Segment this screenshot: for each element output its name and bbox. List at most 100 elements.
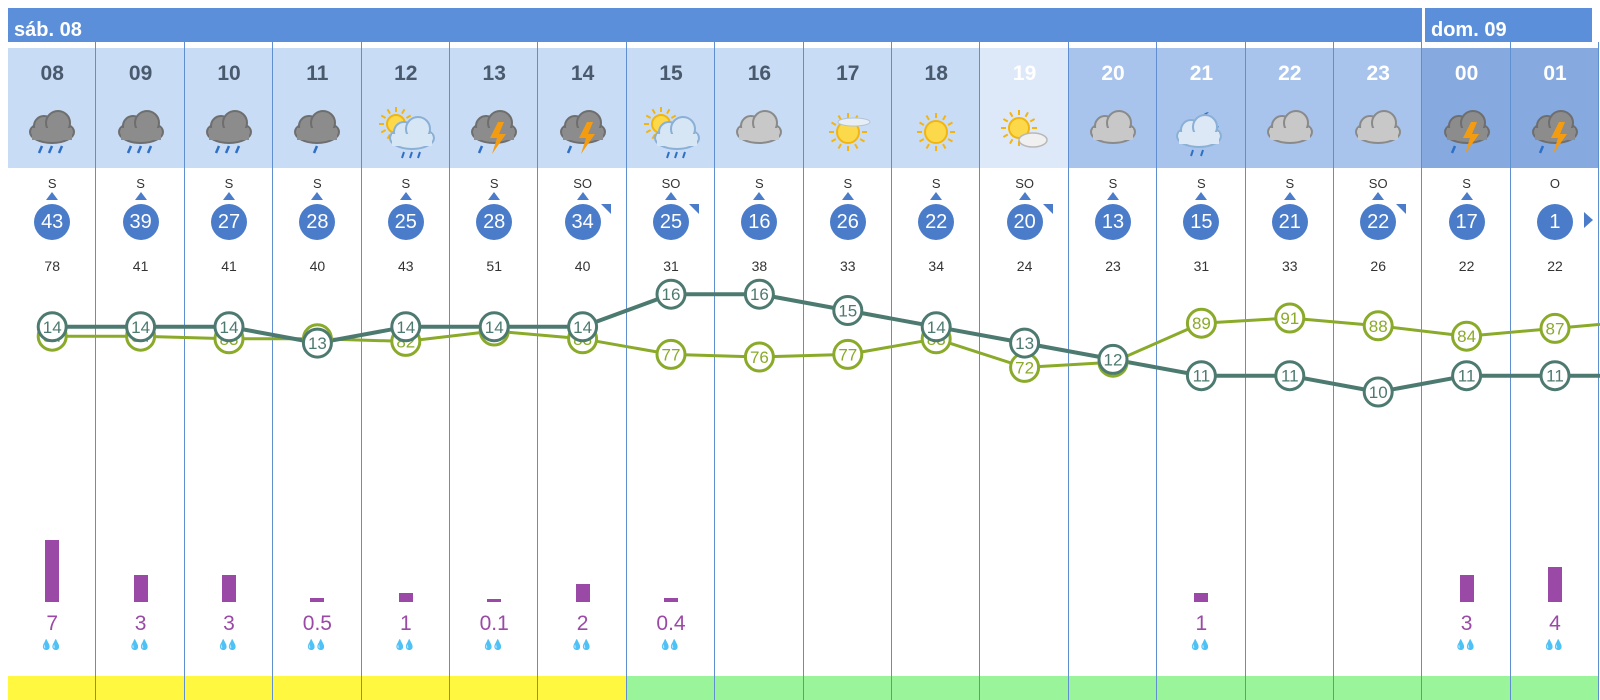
humidity-point-value: 89 [1192,314,1211,333]
hour-label: 12 [394,62,418,85]
column-divider [714,42,716,700]
column-divider [1509,42,1511,700]
hour-label: 22 [1278,62,1302,85]
temperature-line [52,292,1600,394]
hour-header: 11 [273,48,362,168]
wind-direction: S [136,176,145,191]
wind-gust: 40 [309,258,326,274]
hour-column-19[interactable]: 19 SO 20 24 [980,42,1069,700]
hour-column-09[interactable]: 09 S 39 41 3 💧💧 [96,42,185,700]
wind-speed-badge: 26 [829,204,866,240]
precipitation-value: 7 [46,612,59,635]
hour-label: 08 [40,62,64,85]
rain-drops-icon: 💧💧 [216,640,239,651]
wind-direction: S [1462,176,1471,191]
warning-level-band [626,676,716,700]
humidity-point-value: 87 [1546,319,1565,338]
hour-header: 12 [361,48,450,168]
hour-column-11[interactable]: 11 S 28 40 0.5 💧💧 [273,42,362,700]
humidity-point-value: 77 [662,345,681,364]
temperature-point: 12 [1097,343,1129,375]
temperature-point-value: 14 [131,318,150,337]
rain-drops-icon: 💧💧 [305,640,327,651]
wind-direction: S [1108,176,1118,191]
hour-header: 20 [1068,48,1158,168]
temperature-point: 13 [1009,327,1041,359]
hour-header: 21 [1157,48,1246,168]
temperature-point-value: 14 [43,318,62,337]
temperature-point-value: 16 [662,285,681,304]
hour-label: 01 [1543,62,1567,85]
sun-icon [904,104,968,160]
wind-direction: O [1549,176,1561,191]
wind-speed-badge: 34 [564,204,601,240]
warning-level-band [96,676,185,700]
hour-label: 00 [1454,62,1479,85]
wind-direction: S [1197,176,1206,191]
hour-column-13[interactable]: 13 S 28 51 0.1 💧💧 [450,42,539,700]
hour-column-12[interactable]: 12 S 25 43 1 💧💧 [361,42,450,700]
humidity-point: 77 [832,338,864,370]
wind-arrow-icon [753,192,766,200]
column-divider [1244,42,1246,700]
temperature-point: 10 [1362,376,1394,408]
temperature-point: 14 [390,311,422,343]
precipitation-value: 3 [134,612,147,635]
wind-speed-badge: 16 [741,204,778,240]
sun-cloud-rain-icon [374,104,438,160]
precipitation-value: 3 [1460,612,1473,635]
hour-column-23[interactable]: 23 SO 22 26 [1334,42,1423,700]
hour-column-17[interactable]: 17 S 26 33 [803,42,892,700]
wind-arrow-icon [134,192,147,200]
temperature-point: 11 [1539,360,1571,392]
hour-column-14[interactable]: 14 SO 34 40 2 💧💧 [538,42,627,700]
warning-level-band [361,676,450,700]
temperature-point-value: 11 [1281,367,1299,386]
wind-arrow-icon [1195,192,1208,200]
wind-speed-badge: 13 [1094,204,1131,240]
hour-column-10[interactable]: 10 S 27 41 3 💧💧 [184,42,274,700]
hour-column-08[interactable]: 08 S 43 78 7 💧💧 [8,42,97,700]
hour-header: 17 [803,48,892,168]
wind-direction: S [47,176,57,191]
temperature-point-value: 12 [1104,350,1123,369]
wind-speed-badge: 21 [1271,204,1308,240]
hour-column-01[interactable]: 01 O 1 22 4 💧💧 [1510,42,1600,700]
precipitation-bar [310,597,325,602]
wind-arrow-icon [1283,192,1296,200]
wind-speed-badge: 27 [210,204,247,240]
column-divider [979,42,981,700]
warning-level-band [1510,676,1600,700]
wind-arrow-icon [841,192,854,200]
humidity-point-value: 91 [1280,309,1299,328]
temperature-point-value: 15 [838,302,857,321]
warning-level-band [450,676,539,700]
day-label-sunday: dom. 09 [1431,19,1507,41]
rain-drops-icon: 💧💧 [482,640,504,651]
warning-level-band [8,676,97,700]
wind-arrow-icon [311,192,324,200]
warning-level-band [1422,676,1511,700]
hour-header: 13 [450,48,539,168]
hour-header: 18 [892,48,981,168]
hour-column-18[interactable]: 18 S 22 34 [892,42,981,700]
column-divider [1156,42,1158,700]
hour-label: 18 [924,62,948,85]
warning-level-band [1157,676,1246,700]
wind-arrow-icon [1460,192,1473,200]
wind-direction: S [489,176,499,191]
hour-header: 15 [626,48,716,168]
warning-level-band [1334,676,1423,700]
rain-drops-icon: 💧💧 [40,640,62,651]
storm-cloud-icon [1435,104,1499,160]
warning-level-band [892,676,981,700]
temperature-point: 14 [920,311,952,343]
wind-gust: 40 [574,258,591,274]
hour-column-15[interactable]: 15 SO 25 31 0.4 💧💧 [626,42,716,700]
column-divider [360,42,362,700]
rain-drops-icon: 💧💧 [570,640,593,651]
temperature-point: 14 [36,311,68,343]
temperature-point-value: 11 [1193,367,1211,386]
wind-direction: S [755,176,764,191]
